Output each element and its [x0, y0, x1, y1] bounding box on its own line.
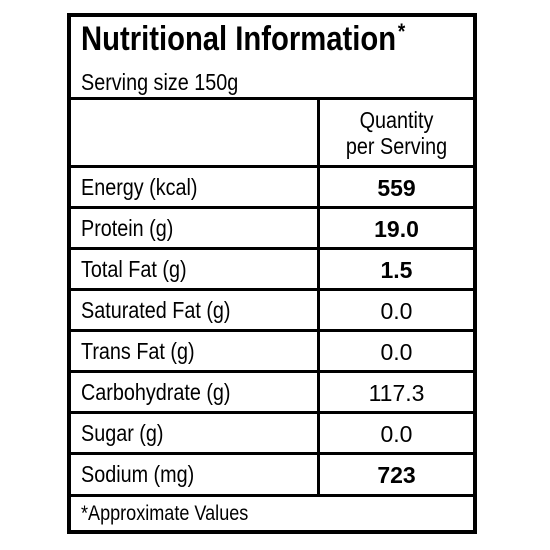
nutrient-name: Saturated Fat (g): [81, 297, 231, 323]
column-divider: [317, 100, 320, 494]
table-row: Saturated Fat (g) 0.0: [71, 288, 473, 329]
nutrient-value: 559: [377, 175, 416, 201]
serving-size: Serving size 150g: [81, 69, 239, 95]
table-row: Protein (g) 19.0: [71, 206, 473, 247]
label-title-row: Nutritional Information*: [81, 19, 415, 59]
table-row: Sugar (g) 0.0: [71, 411, 473, 452]
nutrient-value: 19.0: [374, 216, 419, 242]
nutrient-name: Protein (g): [81, 215, 174, 241]
nutrient-value: 0.0: [380, 298, 413, 324]
quantity-column-header: Quantity per Serving: [331, 107, 463, 159]
table-row: Carbohydrate (g) 117.3: [71, 370, 473, 411]
table-row: Trans Fat (g) 0.0: [71, 329, 473, 370]
nutrient-name: Energy (kcal): [81, 174, 198, 200]
header-divider: [71, 97, 473, 100]
nutrient-value: 117.3: [368, 380, 425, 406]
table-row: Energy (kcal) 559: [71, 165, 473, 206]
nutrient-value: 1.5: [380, 257, 413, 283]
label-title: Nutritional Information: [81, 20, 397, 58]
nutrient-value: 0.0: [380, 421, 413, 447]
nutrient-name: Trans Fat (g): [81, 338, 195, 364]
nutrient-value: 723: [377, 462, 416, 488]
nutrient-name: Total Fat (g): [81, 256, 187, 282]
nutrient-name: Sugar (g): [81, 420, 164, 446]
footnote: *Approximate Values: [81, 502, 249, 525]
column-header-line2: per Serving: [345, 133, 448, 159]
column-header-line1: Quantity: [359, 107, 434, 133]
table-row: Sodium (mg) 723: [71, 452, 473, 493]
nutrient-name: Sodium (mg): [81, 461, 195, 487]
footer-divider: [71, 494, 473, 497]
table-row: Total Fat (g) 1.5: [71, 247, 473, 288]
nutrient-value: 0.0: [380, 339, 413, 365]
nutrient-table: Energy (kcal) 559 Protein (g) 19.0 Total…: [71, 165, 473, 493]
nutrient-name: Carbohydrate (g): [81, 379, 231, 405]
title-asterisk: *: [397, 19, 406, 44]
nutrition-label: Nutritional Information* Serving size 15…: [67, 13, 477, 534]
